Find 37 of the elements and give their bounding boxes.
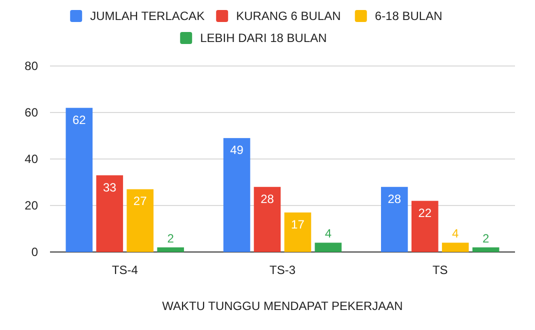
bar <box>284 212 312 252</box>
x-tick-label: TS-4 <box>112 263 138 277</box>
data-label: 27 <box>133 194 148 208</box>
bar <box>126 189 154 252</box>
data-label: 33 <box>102 180 117 194</box>
bar <box>442 242 469 252</box>
data-label: 2 <box>482 231 490 246</box>
x-axis-title: WAKTU TUNGGU MENDAPAT PEKERJAAN <box>162 299 403 313</box>
y-tick-label: 0 <box>31 245 38 259</box>
y-tick-label: 20 <box>24 198 38 212</box>
bar <box>381 186 408 252</box>
y-tick-label: 40 <box>24 152 38 166</box>
x-tick-label: TS-3 <box>269 263 296 277</box>
data-label: 28 <box>388 192 402 206</box>
bar <box>314 242 342 252</box>
data-label: 4 <box>324 226 332 241</box>
y-tick-label: 80 <box>24 59 38 73</box>
data-label: 49 <box>230 143 244 158</box>
bar <box>472 247 500 252</box>
data-label: 2 <box>167 231 174 246</box>
data-label: 28 <box>260 192 274 206</box>
legend-label: 6-18 BULAN <box>374 9 442 23</box>
data-label: 17 <box>291 217 305 232</box>
bar <box>223 138 250 252</box>
bar <box>66 108 93 252</box>
bar <box>254 186 281 252</box>
data-label: 62 <box>72 112 86 127</box>
bar <box>96 175 124 252</box>
data-label: 22 <box>418 206 432 220</box>
legend-label: LEBIH DARI 18 BULAN <box>200 31 327 45</box>
bar <box>157 247 184 252</box>
legend-label: KURANG 6 BULAN <box>236 9 341 23</box>
x-tick-label: TS <box>432 263 448 277</box>
bar <box>411 200 438 252</box>
legend-label: JUMLAH TERLACAK <box>90 9 205 23</box>
data-label: 4 <box>452 226 460 241</box>
y-tick-label: 60 <box>24 106 38 120</box>
